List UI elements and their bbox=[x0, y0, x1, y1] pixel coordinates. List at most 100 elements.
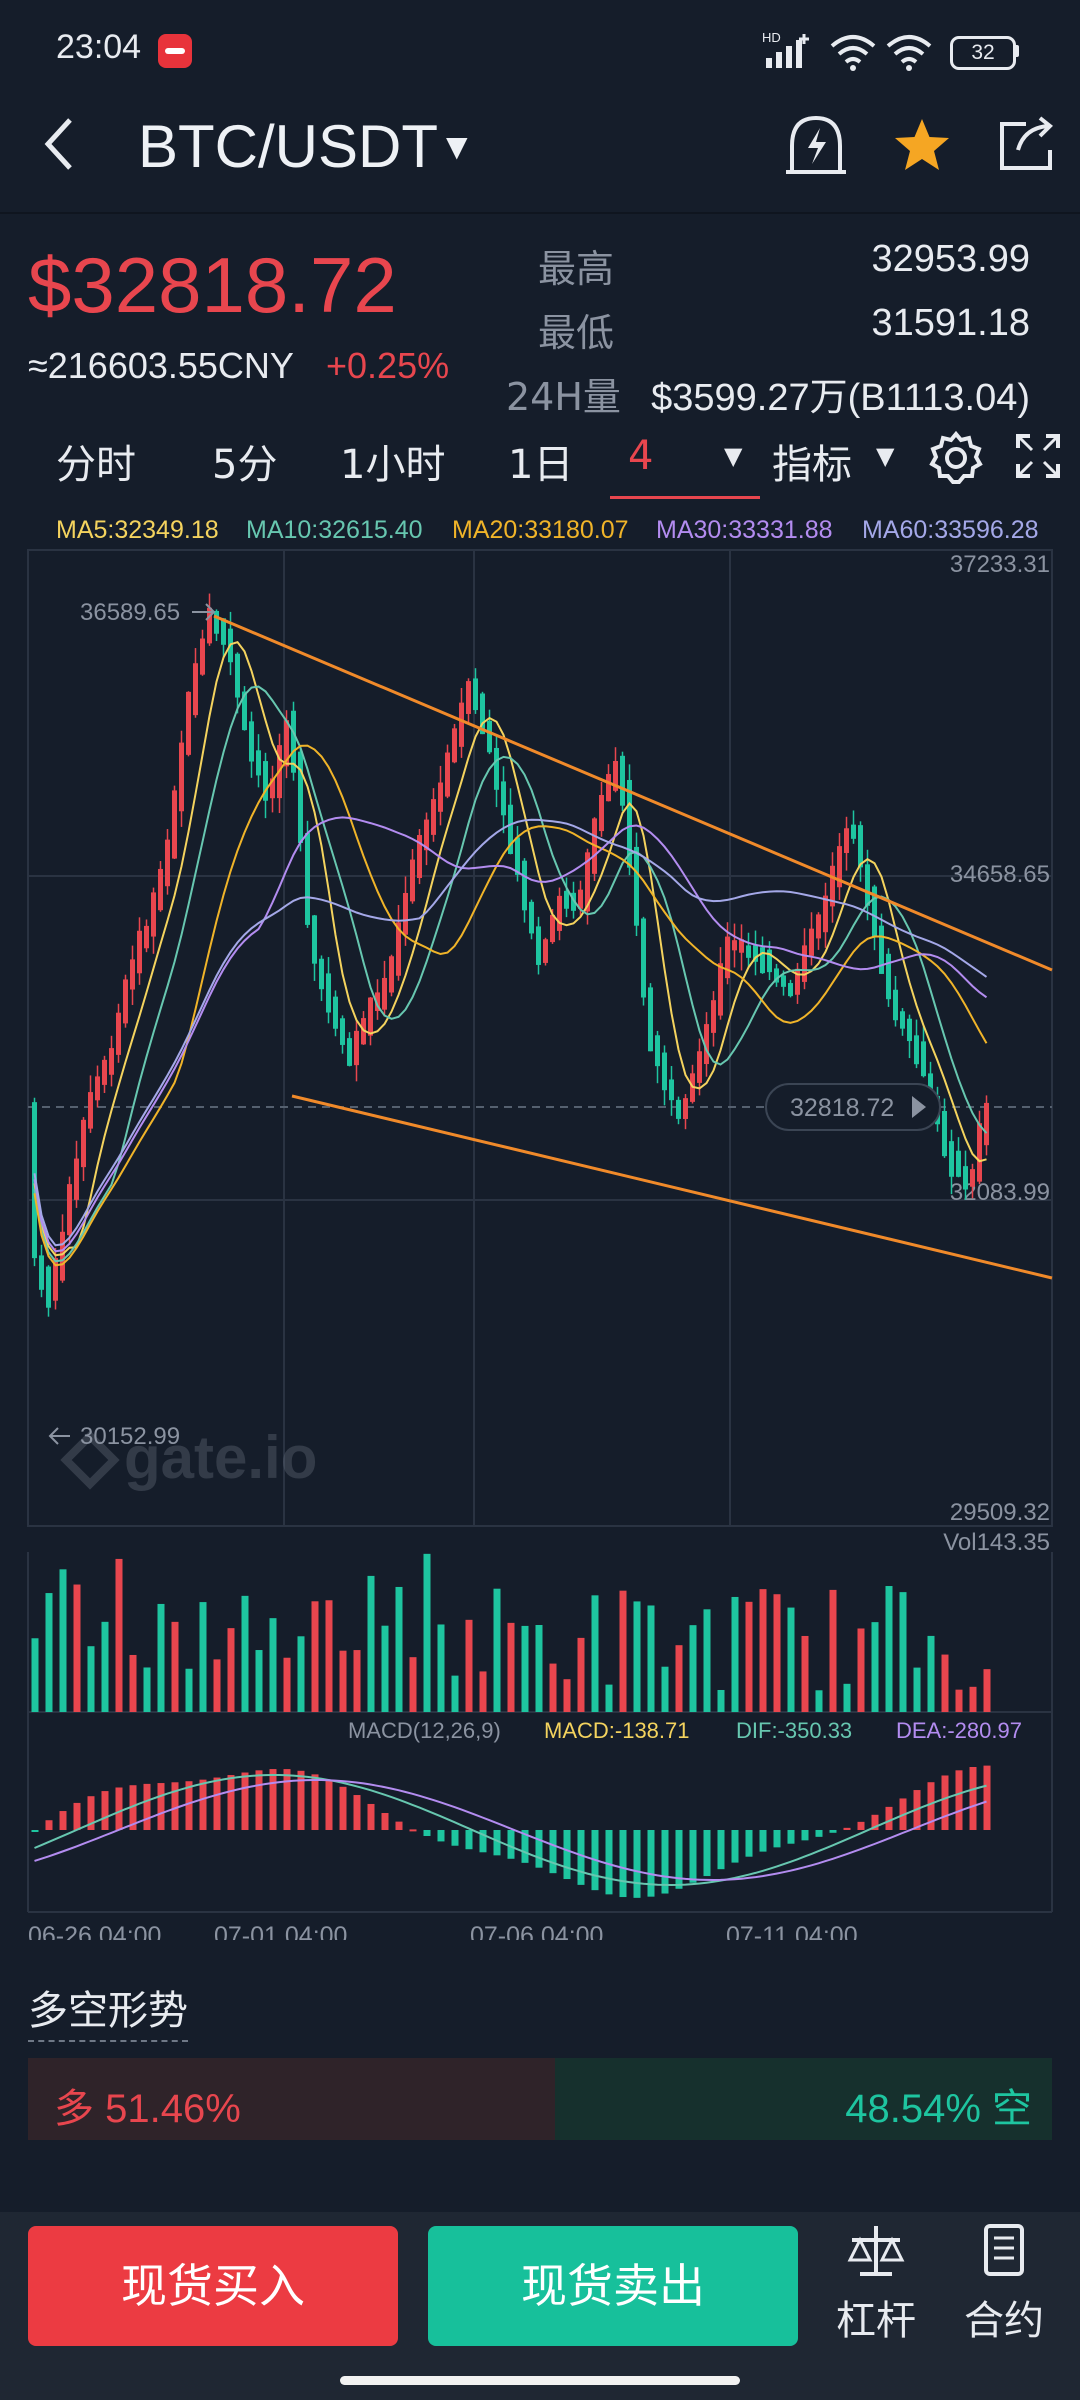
candle-body bbox=[39, 1255, 44, 1290]
spot-buy-button[interactable]: 现货买入 bbox=[28, 2226, 398, 2346]
macd-bar bbox=[31, 1830, 39, 1832]
macd-bar bbox=[479, 1830, 487, 1853]
candle-body bbox=[879, 925, 884, 974]
volume-bar bbox=[339, 1650, 347, 1712]
upper-trendline bbox=[213, 614, 1053, 972]
macd-label: MACD(12,26,9) bbox=[348, 1718, 501, 1743]
macd-bar bbox=[143, 1783, 151, 1830]
chart-settings-gear-icon[interactable] bbox=[928, 430, 984, 486]
sentiment-long-fill bbox=[28, 2058, 555, 2140]
candle-body bbox=[739, 939, 744, 953]
volume-bar bbox=[45, 1593, 53, 1712]
macd-bar bbox=[199, 1779, 207, 1830]
candle-body bbox=[865, 864, 870, 906]
candle-body bbox=[711, 1000, 716, 1033]
macd-bar bbox=[675, 1830, 683, 1889]
candle-body bbox=[417, 835, 422, 879]
tab-5min[interactable]: 5分 bbox=[212, 442, 278, 488]
price-change: +0.25% bbox=[326, 345, 450, 386]
candle-body bbox=[151, 892, 156, 937]
back-icon[interactable] bbox=[40, 114, 80, 174]
macd-bar bbox=[815, 1830, 823, 1837]
macd-bar bbox=[45, 1820, 53, 1830]
candle-body bbox=[347, 1038, 352, 1066]
candle-body bbox=[67, 1184, 72, 1236]
volume-bar bbox=[269, 1618, 277, 1712]
volume-bar bbox=[675, 1645, 683, 1712]
candle-body bbox=[396, 922, 401, 976]
macd-bar bbox=[563, 1830, 571, 1880]
tab-1d[interactable]: 1日 bbox=[508, 442, 574, 488]
candle-body bbox=[109, 1048, 114, 1075]
candle-body bbox=[732, 940, 737, 951]
pair-title[interactable]: BTC/USDT bbox=[138, 113, 438, 180]
volume-bar bbox=[297, 1636, 305, 1712]
macd-bar bbox=[703, 1830, 711, 1877]
candle-body bbox=[375, 992, 380, 1011]
candle-body bbox=[312, 915, 317, 964]
macd-bar bbox=[689, 1830, 697, 1883]
macd-bar bbox=[521, 1830, 529, 1863]
volume-bar bbox=[367, 1575, 375, 1712]
contract-label: 合约 bbox=[964, 2298, 1044, 2344]
macd-bar bbox=[339, 1786, 347, 1830]
leverage-label: 杠杆 bbox=[836, 2298, 916, 2344]
candle-body bbox=[613, 760, 618, 791]
candle-body bbox=[634, 846, 639, 926]
kline-chart[interactable]: gate.io 37233.31 34658.65 32083.99 29509… bbox=[0, 540, 1080, 1940]
volume-bar bbox=[689, 1625, 697, 1712]
macd-bar bbox=[717, 1830, 725, 1870]
contract-nav[interactable]: 合约 bbox=[944, 2222, 1064, 2346]
candle-body bbox=[291, 710, 296, 773]
leverage-nav[interactable]: 杠杆 bbox=[816, 2222, 936, 2346]
low-label: 最低 bbox=[538, 311, 615, 355]
volume-bar bbox=[745, 1601, 753, 1712]
candle-body bbox=[746, 945, 751, 958]
volume-bar bbox=[605, 1684, 613, 1712]
volume-bar bbox=[311, 1601, 319, 1712]
price-alert-icon[interactable] bbox=[784, 112, 848, 178]
candle-body bbox=[494, 747, 499, 790]
macd-bar bbox=[325, 1779, 333, 1830]
tab-timeline[interactable]: 分时 bbox=[56, 442, 136, 488]
candle-body bbox=[298, 751, 303, 843]
macd-bar bbox=[801, 1830, 809, 1841]
current-price-tag[interactable]: 32818.72 bbox=[765, 1083, 941, 1131]
volume-bar bbox=[199, 1602, 207, 1712]
spot-sell-button[interactable]: 现货卖出 bbox=[428, 2226, 798, 2346]
volume-bar bbox=[255, 1650, 263, 1712]
candle-body bbox=[144, 925, 149, 949]
tab-4h[interactable]: 4小时 bbox=[628, 433, 654, 479]
indicator-caret[interactable]: ▼ bbox=[876, 442, 895, 470]
volume-bar bbox=[465, 1619, 473, 1712]
ma10-legend: MA10:32615.40 bbox=[246, 516, 423, 544]
tab-1h[interactable]: 1小时 bbox=[340, 442, 446, 488]
lower-panel-sides bbox=[27, 1552, 1053, 1912]
volume-bar bbox=[395, 1586, 403, 1712]
volume-bar bbox=[241, 1595, 249, 1712]
candle-body bbox=[340, 1018, 345, 1045]
candle-body bbox=[949, 1141, 954, 1177]
macd-bar bbox=[227, 1775, 235, 1830]
candle-body bbox=[886, 953, 891, 1000]
x-tick-2: 07-06 04:00 bbox=[470, 1922, 603, 1940]
candle-body bbox=[214, 610, 219, 634]
cny-price: ≈216603.55CNY bbox=[28, 345, 294, 386]
volume-bar bbox=[843, 1683, 851, 1712]
pair-dropdown-caret[interactable]: ▼ bbox=[446, 130, 468, 163]
candle-body bbox=[235, 653, 240, 698]
candle-body bbox=[221, 618, 226, 645]
share-icon[interactable] bbox=[996, 114, 1058, 174]
tab-indicator[interactable]: 指标 bbox=[772, 442, 852, 488]
sentiment-bar: 多 51.46% 48.54% 空 bbox=[28, 2058, 1052, 2140]
fullscreen-icon[interactable] bbox=[1014, 432, 1062, 480]
macd-bar bbox=[269, 1769, 277, 1830]
candle-body bbox=[333, 996, 338, 1029]
tab-more-caret[interactable]: ▼ bbox=[724, 442, 743, 470]
dea-line bbox=[34, 1779, 987, 1882]
macd-bar bbox=[311, 1774, 319, 1830]
notification-icon bbox=[158, 34, 192, 68]
sentiment-long-label: 多 51.46% bbox=[54, 2087, 241, 2131]
favorite-star-icon[interactable] bbox=[892, 116, 952, 174]
candle-body bbox=[487, 720, 492, 753]
